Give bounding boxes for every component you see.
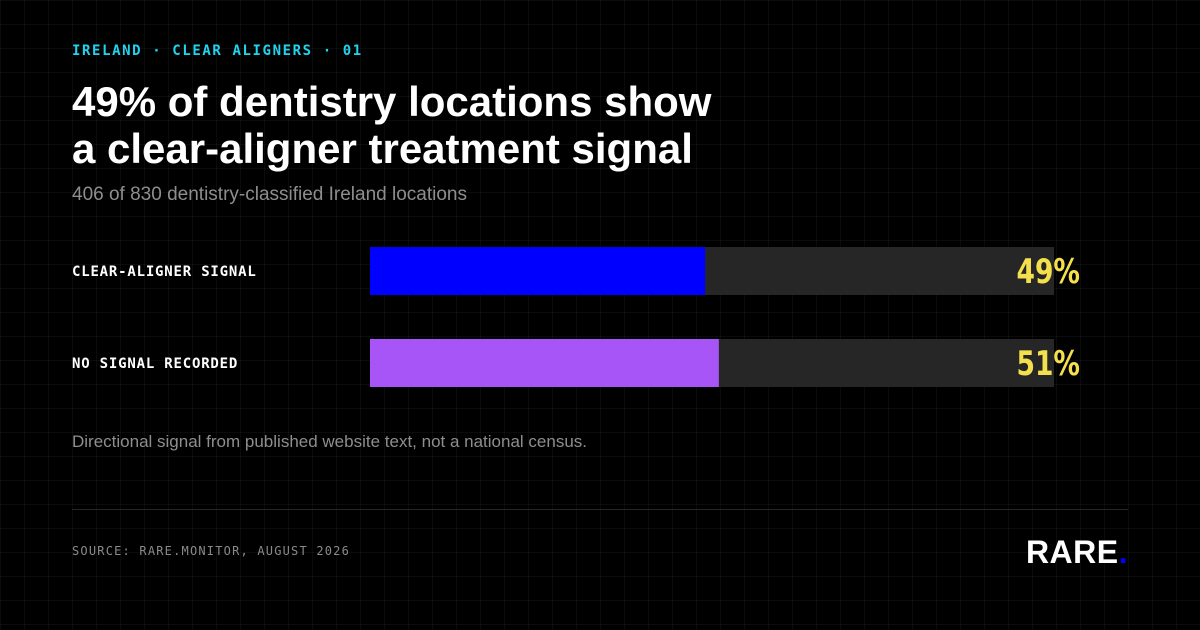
- bar: [370, 339, 719, 387]
- chart-title-line-1: 49% of dentistry locations show: [72, 78, 712, 125]
- chart-footnote: Directional signal from published websit…: [72, 432, 588, 451]
- category-label: CLEAR-ALIGNER SIGNAL: [72, 264, 257, 280]
- chart-subtitle: 406 of 830 dentistry-classified Ireland …: [72, 184, 468, 205]
- chart-title: 49% of dentistry locations show a clear-…: [72, 78, 832, 172]
- chart-title-line-2: a clear-aligner treatment signal: [72, 125, 693, 172]
- bar-value-label: 49%: [1017, 253, 1080, 292]
- category-label: NO SIGNAL RECORDED: [72, 356, 238, 372]
- bar: [370, 247, 706, 295]
- bar-value-label: 51%: [1017, 345, 1080, 384]
- brand-wordmark: RARE: [1025, 534, 1119, 570]
- eyebrow-label: IRELAND · CLEAR ALIGNERS · 01: [72, 43, 363, 59]
- footer-divider: [72, 509, 1128, 510]
- brand-dot: .: [1118, 534, 1128, 570]
- brand-logo: RARE.: [1026, 534, 1128, 570]
- source-credit: SOURCE: RARE.MONITOR, AUGUST 2026: [72, 544, 351, 558]
